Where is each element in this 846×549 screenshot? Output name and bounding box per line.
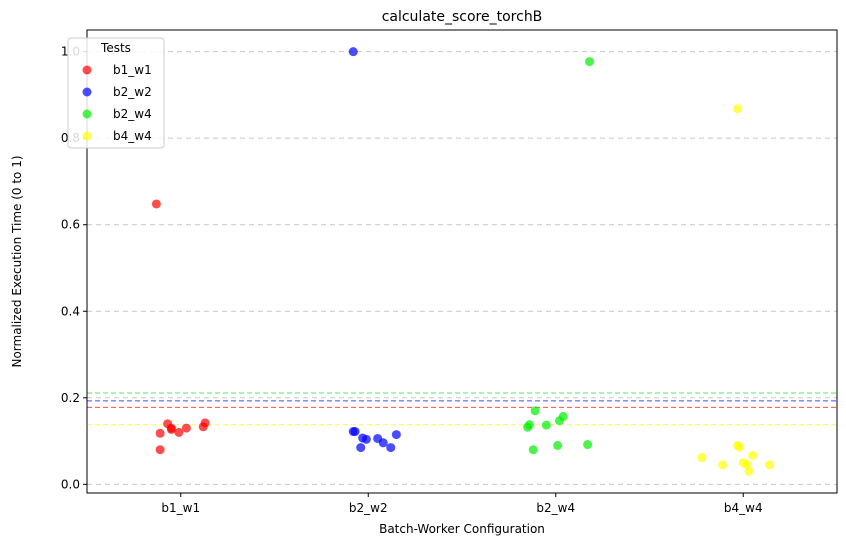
- y-axis-label: Normalized Execution Time (0 to 1): [10, 155, 24, 367]
- data-point: [718, 460, 728, 470]
- data-point: [553, 440, 563, 450]
- data-point: [350, 427, 360, 437]
- data-point: [361, 434, 371, 444]
- chart-title: calculate_score_torchB: [382, 9, 543, 25]
- legend-marker: [82, 109, 92, 119]
- data-point: [391, 430, 401, 440]
- data-point: [181, 423, 191, 433]
- data-point: [200, 418, 210, 428]
- legend-label: b2_w4: [113, 107, 152, 121]
- data-point: [356, 443, 366, 453]
- legend: Tests b1_w1 b2_w2 b2_w4 b4_w4: [67, 37, 165, 149]
- legend-label: b4_w4: [113, 129, 152, 143]
- data-point: [697, 453, 707, 463]
- grid-layer: [87, 51, 837, 485]
- data-point: [585, 57, 594, 67]
- data-point: [541, 420, 551, 430]
- y-tick-label: 0.4: [61, 304, 80, 318]
- legend-box: [67, 37, 165, 149]
- data-point: [155, 428, 165, 438]
- data-point: [528, 445, 538, 455]
- data-point: [744, 466, 754, 476]
- data-point: [530, 406, 540, 416]
- y-tick-label: 0.0: [61, 477, 80, 491]
- data-point: [733, 104, 743, 114]
- y-tick-label: 0.2: [61, 391, 80, 405]
- x-axis-label: Batch-Worker Configuration: [379, 522, 545, 536]
- data-point: [166, 424, 176, 434]
- legend-marker: [82, 65, 92, 75]
- y-tick-label: 0.6: [61, 218, 80, 232]
- data-point: [151, 199, 161, 209]
- legend-label: b1_w1: [113, 63, 152, 77]
- x-tick-label: b2_w4: [536, 501, 575, 515]
- legend-items: b1_w1 b2_w2 b2_w4 b4_w4: [82, 63, 152, 143]
- data-point: [558, 411, 568, 421]
- plot-area-frame: [86, 29, 838, 494]
- legend-label: b2_w2: [113, 85, 152, 99]
- data-point: [748, 450, 758, 460]
- data-point: [525, 420, 534, 430]
- data-point: [174, 427, 184, 437]
- data-point: [742, 459, 752, 469]
- data-point: [735, 442, 744, 452]
- data-point: [583, 440, 593, 450]
- x-tick-label: b1_w1: [161, 501, 200, 515]
- legend-marker: [82, 131, 92, 141]
- data-point: [765, 460, 774, 470]
- legend-title: Tests: [100, 41, 131, 55]
- x-tick-label: b2_w2: [349, 501, 388, 515]
- data-point: [378, 438, 388, 448]
- data-point: [386, 443, 396, 453]
- mean-lines-layer: [87, 392, 837, 426]
- data-point: [155, 445, 165, 455]
- points-layer: [151, 47, 774, 476]
- x-tick-label: b4_w4: [724, 501, 763, 515]
- data-point: [348, 47, 358, 57]
- legend-marker: [82, 87, 92, 97]
